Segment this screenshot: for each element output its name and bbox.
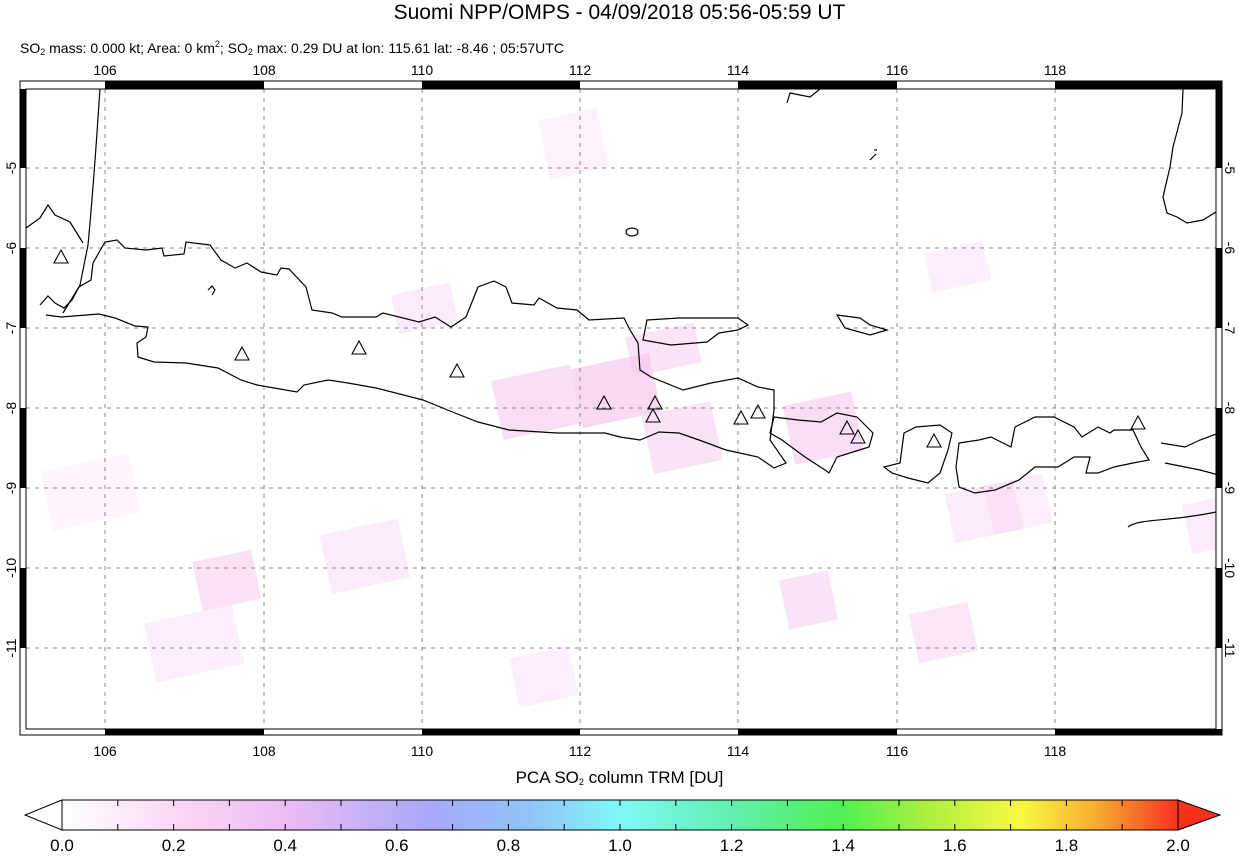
so2-pixel: [538, 108, 610, 180]
lon-label-top: 118: [1043, 62, 1067, 78]
colorbar-tick-label: 1.2: [719, 836, 744, 855]
colorbar-title-subscript: 2: [578, 777, 584, 787]
lon-label-bottom: 114: [726, 743, 750, 759]
coast-flores: [1160, 433, 1216, 475]
so2-pixel: [944, 479, 1024, 544]
volcano-triangle-icon: [234, 345, 250, 361]
colorbar-under-arrow: [23, 799, 63, 831]
volcano-triangle-icon: [750, 403, 766, 419]
so2-pixel: [319, 518, 411, 594]
colorbar-title-text: PCA SO: [515, 768, 579, 787]
volcano-triangle-icon: [926, 432, 942, 448]
colorbar-tick-label: 2.0: [1166, 836, 1190, 855]
so2-pixel: [40, 453, 141, 531]
subtitle-subscript: 2: [40, 47, 46, 57]
so2-pixel: [192, 549, 262, 612]
lon-label-bottom: 116: [885, 743, 909, 759]
so2-pixel: [782, 391, 864, 465]
volcano-triangle-icon: [647, 394, 663, 410]
map-frame: [19, 80, 1223, 736]
volcano-triangle-icon: [645, 407, 661, 423]
volcano-triangle-icon: [596, 394, 612, 410]
colorbar-tick-label: 0.0: [50, 836, 74, 855]
colorbar-tick-label: 1.6: [942, 836, 967, 855]
colorbar-tick-label: 1.8: [1054, 836, 1079, 855]
subtitle-text: max: 0.29 DU at lon: 115.61 lat: -8.46 ;…: [252, 40, 564, 56]
coastlines: [26, 89, 1216, 528]
subtitle-text: SO: [20, 40, 41, 56]
subtitle-superscript: 2: [214, 39, 220, 49]
lon-label-top: 110: [410, 62, 434, 78]
coast-sumatra: [26, 89, 101, 309]
coast-islet: [625, 227, 639, 237]
so2-pixel: [924, 240, 992, 293]
so2-pixel: [641, 401, 723, 475]
volcano-triangle-icon: [733, 409, 749, 425]
so2-pixel: [144, 604, 245, 683]
colorbar-tick-label: 0.6: [384, 836, 409, 855]
colorbar-tick-label: 0.8: [496, 836, 521, 855]
lon-label-bottom: 118: [1043, 743, 1067, 759]
subtitle-text: ; SO: [219, 40, 248, 56]
so2-pixel: [908, 601, 978, 664]
volcano-triangle-icon: [1130, 414, 1146, 430]
colorbar-tick-label: 0.4: [273, 836, 298, 855]
lon-label-bottom: 112: [568, 743, 592, 759]
colorbar-title-text: column TRM [DU]: [583, 768, 724, 787]
lon-label-bottom: 108: [252, 743, 276, 759]
subtitle-subscript: 2: [247, 47, 253, 57]
coast-islet: [869, 149, 877, 161]
coast-java: [45, 239, 787, 469]
volcano-triangle-icon: [850, 428, 866, 444]
colorbar-tick-label: 1.0: [608, 836, 632, 855]
coast-kalimantan: [786, 89, 821, 104]
coast-madura: [642, 317, 750, 346]
map-title: Suomi NPP/OMPS - 04/09/2018 05:56-05:59 …: [393, 1, 846, 24]
volcano-triangle-icon: [839, 419, 855, 435]
colorbar-tick-label: 1.4: [831, 836, 856, 855]
lon-label-top: 114: [726, 62, 750, 78]
volcano-triangle-icon: [53, 248, 69, 264]
so2-pixel: [778, 570, 839, 630]
volcano-triangle-icon: [449, 362, 465, 378]
lon-label-bottom: 110: [410, 743, 434, 759]
coast-bali: [769, 412, 874, 474]
colorbar-over-arrow: [1177, 799, 1222, 831]
colorbar-title: PCA SO2 column TRM [DU]: [0, 768, 1239, 788]
coast-sumba: [1127, 511, 1216, 528]
coast-sulawesi: [1162, 89, 1216, 224]
volcano-triangle-icon: [351, 339, 367, 355]
so2-pixel: [491, 364, 582, 440]
so2-pixel: [391, 282, 459, 335]
graticule: [26, 89, 1216, 729]
coast-sumbawa: [955, 416, 1150, 494]
so2-pixel: [509, 645, 579, 708]
colorbar: [23, 799, 1222, 831]
volcano-markers: [53, 248, 1146, 448]
coast-islet: [207, 285, 216, 296]
colorbar-tick-label: 0.2: [161, 836, 186, 855]
lon-label-top: 112: [568, 62, 592, 78]
so2-pixel: [1182, 490, 1216, 555]
coast-kangean: [835, 314, 890, 336]
subtitle-text: mass: 0.000 kt; Area: 0 km: [45, 40, 215, 56]
map-subtitle: SO2 mass: 0.000 kt; Area: 0 km2; SO2 max…: [20, 35, 564, 61]
lon-label-bottom: 106: [93, 743, 117, 759]
so2-pixel: [625, 322, 702, 377]
so2-pixel: [983, 473, 1053, 535]
lon-label-top: 116: [885, 62, 909, 78]
lon-label-top: 106: [93, 62, 117, 78]
coast-lombok: [882, 424, 953, 484]
lon-label-top: 108: [252, 62, 276, 78]
